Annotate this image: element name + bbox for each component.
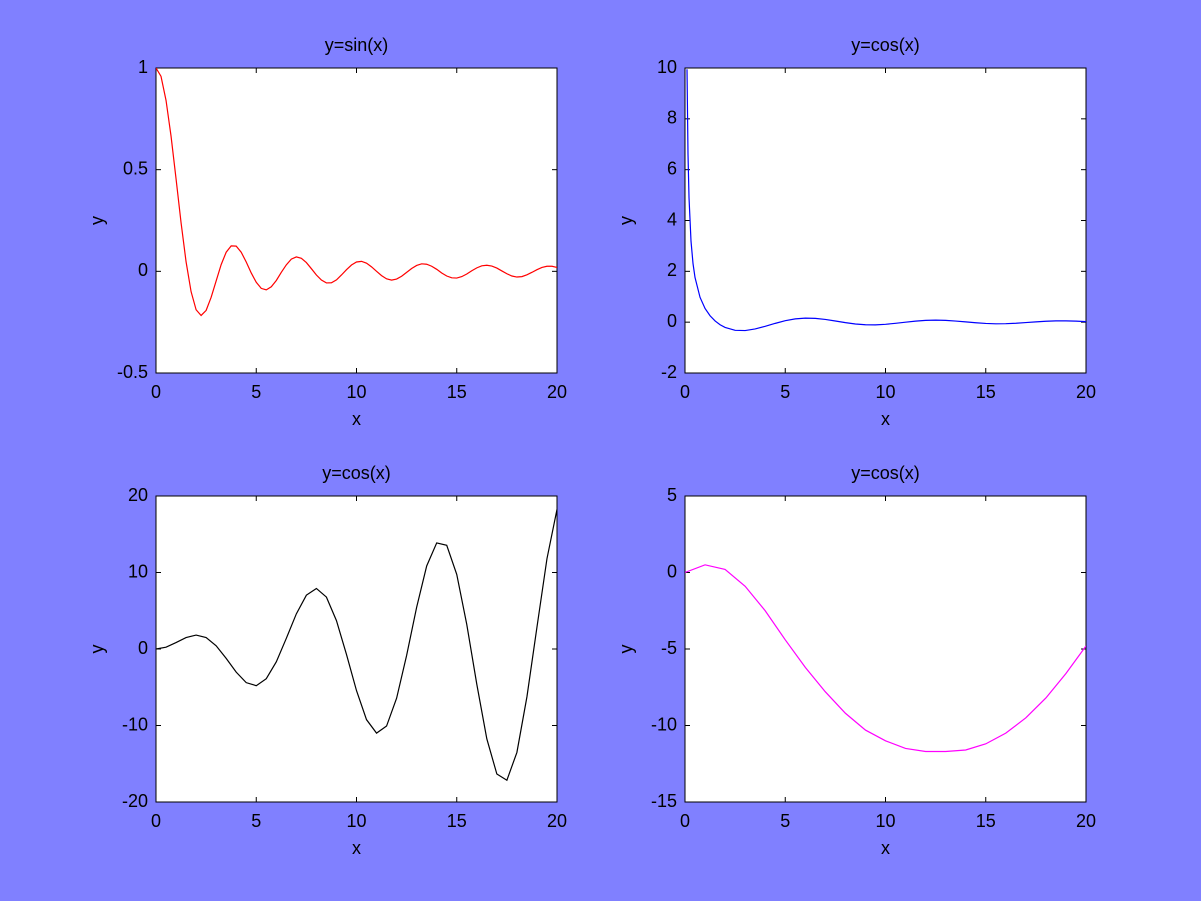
x-axis-label: x: [352, 838, 361, 858]
x-tick-label: 10: [875, 811, 895, 831]
x-tick-label: 0: [151, 811, 161, 831]
x-tick-label: 5: [780, 811, 790, 831]
line-series: [156, 68, 557, 317]
subplot-title: y=cos(x): [322, 463, 391, 483]
y-tick-label: 4: [667, 209, 677, 229]
subplot-title: y=sin(x): [325, 35, 389, 55]
y-tick-label: -0.5: [117, 362, 148, 382]
y-tick-label: 8: [667, 108, 677, 128]
x-tick-label: 15: [447, 811, 467, 831]
y-axis-label: y: [87, 216, 107, 225]
x-tick-label: 15: [976, 382, 996, 402]
y-tick-label: -10: [122, 714, 148, 734]
subplot: 0 5 10 15 20 -20 -10 0 10 20 y=cos(x) x y: [87, 463, 567, 858]
plot-area: [684, 495, 1087, 803]
subplot-title: y=cos(x): [851, 35, 920, 55]
plot-area: [684, 67, 1087, 374]
y-tick-label: 0: [138, 260, 148, 280]
line-series: [685, 564, 1086, 753]
y-tick-label: -2: [661, 362, 677, 382]
y-tick-label: 10: [128, 561, 148, 581]
y-tick-label: 5: [667, 485, 677, 505]
x-tick-label: 20: [547, 382, 567, 402]
subplot: 0 5 10 15 20 -15 -10 -5 0 5 y=cos(x) x y: [616, 463, 1096, 858]
x-tick-label: 10: [346, 382, 366, 402]
y-tick-label: 1: [138, 57, 148, 77]
x-axis-label: x: [881, 838, 890, 858]
x-tick-label: 0: [151, 382, 161, 402]
y-tick-label: 6: [667, 158, 677, 178]
x-axis-label: x: [352, 409, 361, 429]
x-tick-label: 10: [875, 382, 895, 402]
subplot-title: y=cos(x): [851, 463, 920, 483]
y-tick-label: 10: [657, 57, 677, 77]
y-tick-label: -20: [122, 791, 148, 811]
y-tick-label: -5: [661, 638, 677, 658]
x-tick-label: 20: [1076, 382, 1096, 402]
x-tick-label: 20: [547, 811, 567, 831]
x-tick-label: 20: [1076, 811, 1096, 831]
y-tick-label: -15: [651, 791, 677, 811]
y-tick-label: 0: [667, 561, 677, 581]
y-axis-label: y: [87, 645, 107, 654]
y-tick-label: 2: [667, 260, 677, 280]
x-tick-label: 5: [251, 811, 261, 831]
plot-area: [155, 495, 558, 803]
x-tick-label: 15: [976, 811, 996, 831]
y-tick-label: 20: [128, 485, 148, 505]
x-tick-label: 0: [680, 382, 690, 402]
x-tick-label: 10: [346, 811, 366, 831]
plot-area: [155, 67, 558, 374]
x-tick-label: 5: [780, 382, 790, 402]
y-tick-label: 0: [138, 638, 148, 658]
x-tick-label: 5: [251, 382, 261, 402]
line-series: [686, 69, 1086, 332]
subplot: 0 5 10 15 20-0.500.51y=sin(x)xy: [87, 35, 567, 429]
line-series: [156, 509, 557, 782]
y-tick-label: -10: [651, 714, 677, 734]
x-tick-label: 0: [680, 811, 690, 831]
y-tick-label: 0: [667, 311, 677, 331]
y-axis-label: y: [616, 645, 636, 654]
x-tick-label: 15: [447, 382, 467, 402]
x-axis-label: x: [881, 409, 890, 429]
y-tick-label: 0.5: [123, 158, 148, 178]
y-axis-label: y: [616, 216, 636, 225]
